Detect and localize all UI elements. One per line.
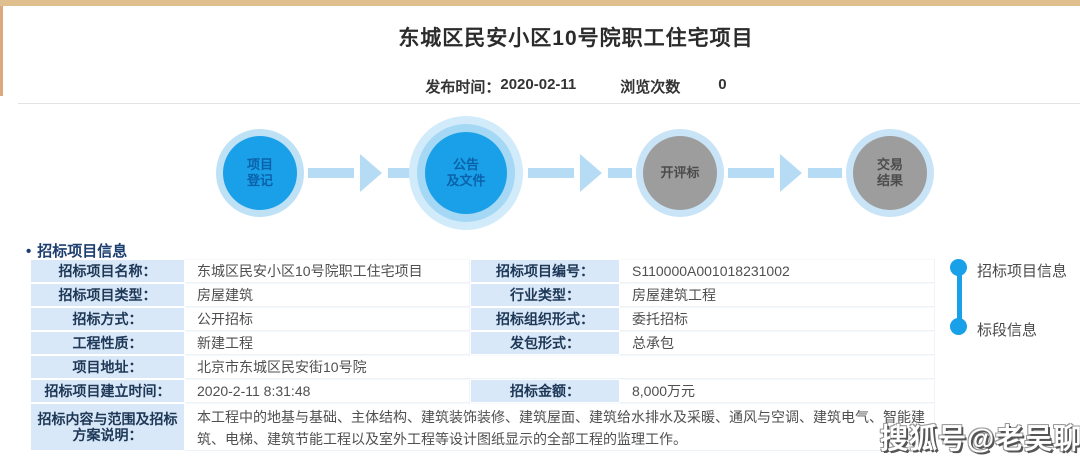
- header-divider: [18, 103, 1080, 104]
- label-project-address: 项目地址：: [30, 355, 185, 379]
- tender-info-table: 招标项目名称： 东城区民安小区10号院职工住宅项目 招标项目编号： S11000…: [30, 259, 935, 451]
- value-project-created-time: 2020-2-11 8:31:48: [185, 379, 470, 403]
- flow-step-bid-opening-evaluation[interactable]: 开评标: [636, 129, 724, 217]
- flow-step-label: 公告: [452, 157, 479, 172]
- label-contract-form: 发包形式：: [470, 331, 620, 355]
- timeline-item-section-info[interactable]: 标段信息: [977, 322, 1038, 339]
- value-scope-description: 本工程中的地基与基础、主体结构、建筑装饰装修、建筑屋面、建筑给水排水及采暖、通风…: [185, 403, 935, 451]
- timeline-item-tender-project-info[interactable]: 招标项目信息: [977, 263, 1068, 280]
- value-project-address: 北京市东城区民安街10号院: [185, 355, 935, 379]
- value-project-name: 东城区民安小区10号院职工住宅项目: [185, 259, 470, 283]
- views-label: 浏览次数: [620, 79, 681, 96]
- flow-step-project-registration[interactable]: 项目 登记: [216, 129, 304, 217]
- label-project-name: 招标项目名称：: [30, 259, 185, 283]
- value-project-type: 房屋建筑: [185, 283, 470, 307]
- watermark-sohu-account: 搜狐号@老吴聊房: [880, 423, 1080, 454]
- value-project-nature: 新建工程: [185, 331, 470, 355]
- label-project-type: 招标项目类型：: [30, 283, 185, 307]
- timeline-dot-icon[interactable]: [950, 318, 967, 335]
- flow-step-announcement-documents[interactable]: 公告 及文件: [409, 116, 523, 230]
- flow-step-transaction-result[interactable]: 交易 结果: [846, 129, 934, 217]
- top-accent-bar: [0, 0, 1080, 6]
- bullet-icon: •: [26, 243, 32, 260]
- value-contract-form: 总承包: [620, 331, 935, 355]
- publish-time-value: 2020-02-11: [500, 76, 577, 93]
- value-project-number: S110000A001018231002: [620, 259, 935, 283]
- publish-meta: 发布时间： 2020-02-11 浏览次数 0: [0, 76, 1080, 97]
- flow-step-ring: 公告 及文件: [417, 124, 515, 222]
- value-tender-amount: 8,000万元: [620, 379, 935, 403]
- flow-step-circle: 交易 结果: [853, 136, 927, 210]
- views-count: 0: [718, 76, 727, 93]
- value-industry-type: 房屋建筑工程: [620, 283, 935, 307]
- flow-step-label: 登记: [246, 173, 273, 188]
- label-tender-amount: 招标金额：: [470, 379, 620, 403]
- flow-step-circle: 开评标: [643, 136, 717, 210]
- flow-step-label: 及文件: [446, 173, 486, 188]
- flow-step-circle: 项目 登记: [223, 136, 297, 210]
- flow-step-label: 开评标: [660, 165, 700, 180]
- value-organization-form: 委托招标: [620, 307, 935, 331]
- label-industry-type: 行业类型：: [470, 283, 620, 307]
- publish-time-label: 发布时间：: [425, 79, 501, 96]
- label-organization-form: 招标组织形式：: [470, 307, 620, 331]
- flow-step-label: 项目: [246, 157, 273, 172]
- left-accent-bar: [0, 6, 3, 96]
- section-title: 招标项目信息: [37, 243, 128, 260]
- value-tender-method: 公开招标: [185, 307, 470, 331]
- page-header: 东城区民安小区10号院职工住宅项目: [0, 22, 1080, 52]
- flow-arrow-icon: [308, 154, 422, 192]
- flow-step-label: 结果: [876, 173, 903, 188]
- page-title: 东城区民安小区10号院职工住宅项目: [398, 27, 754, 50]
- flow-arrow-icon: [528, 154, 632, 192]
- flow-step-circle: 公告 及文件: [425, 132, 507, 214]
- timeline-connector: [957, 270, 962, 326]
- flow-arrow-icon: [728, 154, 842, 192]
- label-scope-description: 招标内容与范围及招标方案说明：: [30, 403, 185, 451]
- label-project-number: 招标项目编号：: [470, 259, 620, 283]
- flow-step-label: 交易: [876, 157, 903, 172]
- timeline-dot-icon[interactable]: [950, 259, 967, 276]
- label-project-nature: 工程性质：: [30, 331, 185, 355]
- label-tender-method: 招标方式：: [30, 307, 185, 331]
- section-header-tender-project-info: • 招标项目信息: [26, 240, 127, 261]
- label-project-created-time: 招标项目建立时间：: [30, 379, 185, 403]
